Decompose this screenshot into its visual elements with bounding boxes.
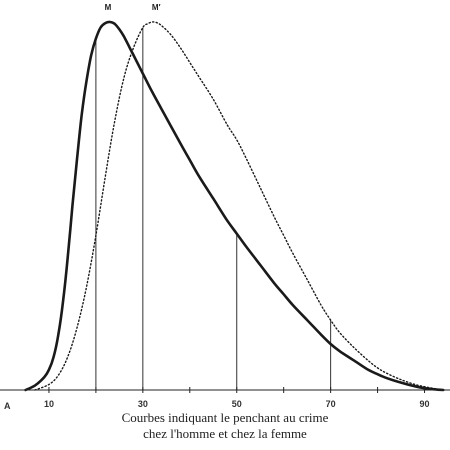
peak-labels: M M′ [105, 3, 161, 12]
peak-label-m-prime: M′ [152, 3, 161, 12]
vertical-lines [95, 27, 332, 390]
origin-label: A [4, 401, 11, 411]
tick-label-10: 10 [44, 399, 54, 409]
x-ticks: 10 30 50 70 90 [44, 387, 430, 409]
tick-label-30: 30 [138, 399, 148, 409]
dotted-curve [34, 21, 444, 391]
tick-label-90: 90 [420, 399, 430, 409]
tick-label-50: 50 [232, 399, 242, 409]
solid-curve [24, 20, 445, 392]
curves [24, 20, 445, 392]
caption-line-2: chez l'homme et chez la femme [143, 426, 307, 441]
tick-label-70: 70 [326, 399, 336, 409]
peak-label-m: M [105, 3, 112, 12]
caption-line-1: Courbes indiquant le penchant au crime [121, 410, 329, 425]
